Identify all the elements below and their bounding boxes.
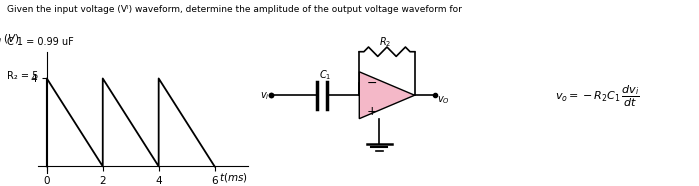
Text: C 1 = 0.99 uF: C 1 = 0.99 uF — [7, 37, 73, 47]
Text: $-$: $-$ — [366, 76, 377, 89]
Text: $C_1$: $C_1$ — [319, 68, 331, 82]
Polygon shape — [359, 72, 415, 119]
Text: $+$: $+$ — [366, 105, 377, 118]
Text: $v_i$: $v_i$ — [260, 90, 270, 102]
Text: $v_i\ (V)$: $v_i\ (V)$ — [0, 32, 20, 46]
Text: R₂ = 5 kohm: R₂ = 5 kohm — [7, 71, 69, 81]
Text: Given the input voltage (Vᴵ) waveform, determine the amplitude of the output vol: Given the input voltage (Vᴵ) waveform, d… — [7, 5, 462, 14]
Text: $R_2$: $R_2$ — [380, 35, 391, 49]
Text: $v_o = -R_2C_1\,\dfrac{dv_i}{dt}$: $v_o = -R_2C_1\,\dfrac{dv_i}{dt}$ — [555, 84, 640, 109]
Text: $t(ms)$: $t(ms)$ — [219, 171, 248, 184]
Text: $v_O$: $v_O$ — [438, 94, 450, 106]
